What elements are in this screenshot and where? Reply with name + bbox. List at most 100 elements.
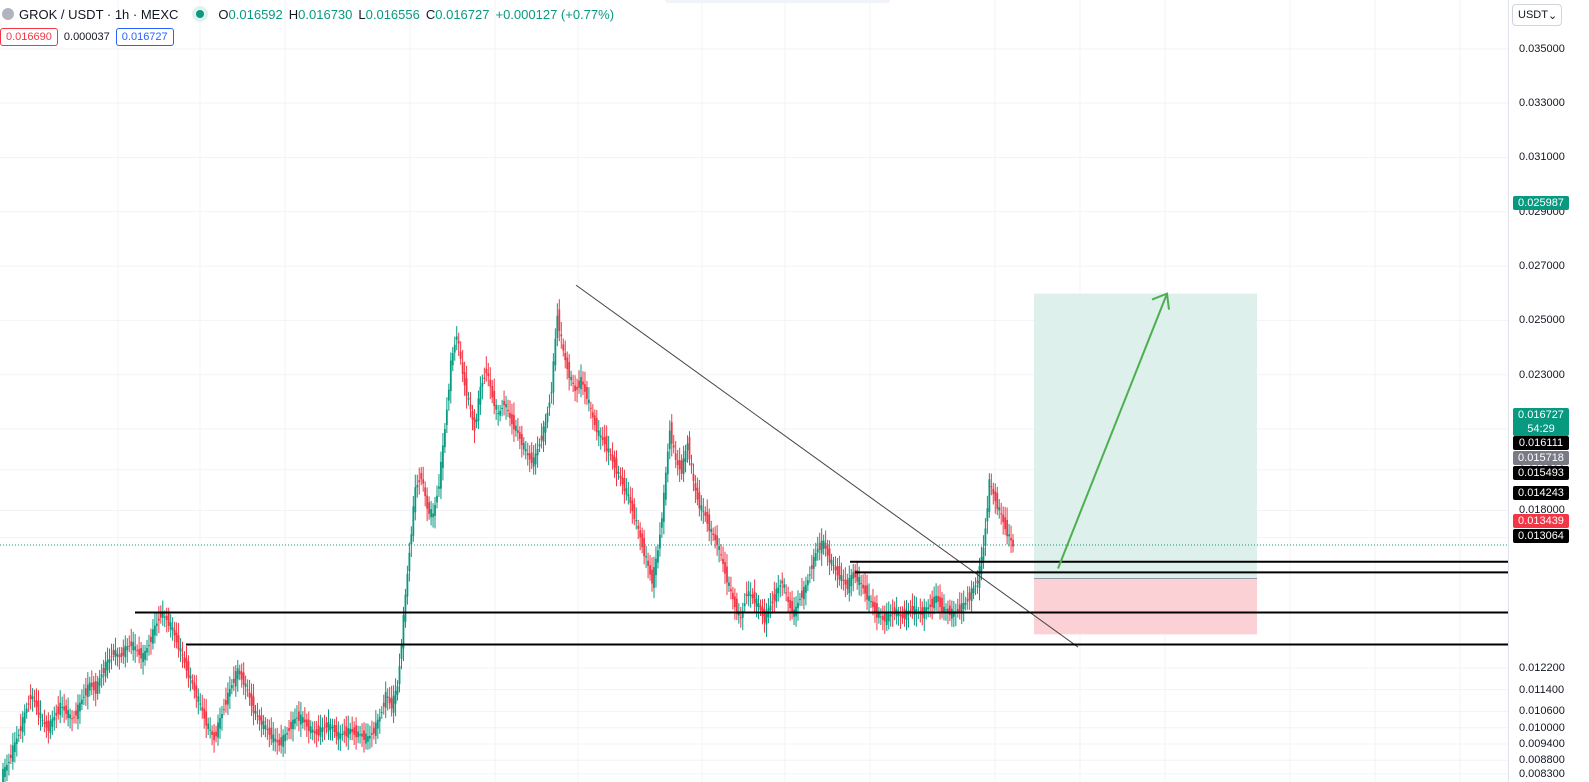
candle-body [388,697,391,704]
candle-body [572,382,575,384]
candle-body [578,380,580,388]
candle-body [883,613,886,622]
candle-body [929,604,932,608]
candle-body [1004,517,1007,530]
candle-body [331,726,334,729]
candle-body [980,556,983,575]
candle-body [183,657,186,663]
candle-body [937,596,939,602]
candle-body [726,566,728,583]
candle-body [262,720,265,730]
candle-body [272,734,275,743]
candle-body [11,745,14,762]
candle-body [832,564,835,566]
candle-body [789,600,792,609]
symbol-title[interactable]: GROK / USDT · 1h · MEXC [19,6,179,22]
candle-body [418,480,421,483]
candle-body [298,711,300,721]
candle-body [562,344,565,351]
price-tick-label: 0.027000 [1519,260,1565,273]
candle-body [79,702,81,712]
candle-body [25,708,28,713]
candle-body [104,662,107,677]
candle-body [868,595,870,601]
candle-body [556,315,559,339]
candle-body [607,448,610,453]
candle-body [854,570,857,578]
candle-body [978,566,981,588]
candle-body [785,592,788,594]
candle-body [666,451,669,475]
candle-body [268,727,271,735]
candle-body [47,720,50,731]
candle-body [773,594,776,601]
candle-body [69,714,71,719]
candle-body [357,731,359,738]
candle-body [505,404,507,408]
candle-body [92,681,95,691]
candle-body [988,479,991,512]
candle-body [408,552,411,572]
candle-body [45,721,48,728]
candle-body [191,680,194,684]
candle-body [881,615,884,620]
candle-body [254,710,257,715]
price-chart[interactable] [0,0,1508,782]
candle-body [461,362,464,374]
candle-body [516,430,519,433]
candle-body [163,616,166,618]
candle-body [430,509,432,518]
price-axis[interactable]: 0.035000 0.033000 0.031000 0.029000 0.027000… [1508,0,1589,782]
candle-body [643,538,646,557]
candle-body [619,475,622,478]
candle-body [874,602,876,613]
candle-body [276,740,279,743]
candle-body [199,703,202,705]
candle-body [858,576,861,586]
candle-body [57,706,60,714]
market-status-icon[interactable] [192,6,209,22]
candle-body [440,461,442,489]
candle-body [540,435,543,441]
candle-body [720,554,722,556]
candle-body [244,683,247,687]
candle-body [201,707,204,711]
candle-body [396,686,399,695]
sell-button[interactable]: 0.016690 [0,28,58,46]
candle-body [21,717,24,733]
candle-body [217,722,219,738]
candle-body [558,309,561,331]
candle-body [530,452,533,464]
candle-body [497,412,500,414]
candle-body [81,699,83,705]
candle-body [552,361,555,393]
candle-body [290,721,292,730]
top-drag-tab[interactable] [665,0,890,3]
candle-body [542,426,545,442]
candle-body [234,671,237,687]
level-tag-5: 0.013064 [1513,529,1569,543]
candle-body [964,602,967,605]
candle-body [286,733,288,735]
candle-body [157,618,160,621]
candle-body [495,405,498,410]
candle-body [887,613,890,622]
candle-body [146,648,148,653]
currency-selector[interactable]: USDT ⌄ [1512,4,1562,26]
candle-body [759,605,762,611]
candle-body [935,595,937,603]
candle-body [625,488,628,495]
price-tick-label: 0.009400 [1519,737,1565,750]
candle-body [698,492,701,509]
candle-body [702,510,705,512]
candle-body [818,543,821,550]
candle-body [90,682,93,687]
candle-body [933,596,936,609]
candle-body [828,548,831,563]
candle-body [846,579,849,589]
candle-body [228,688,231,697]
candle-body [71,718,73,720]
candle-body [968,592,971,600]
buy-button[interactable]: 0.016727 [115,28,174,46]
candle-body [426,495,429,509]
